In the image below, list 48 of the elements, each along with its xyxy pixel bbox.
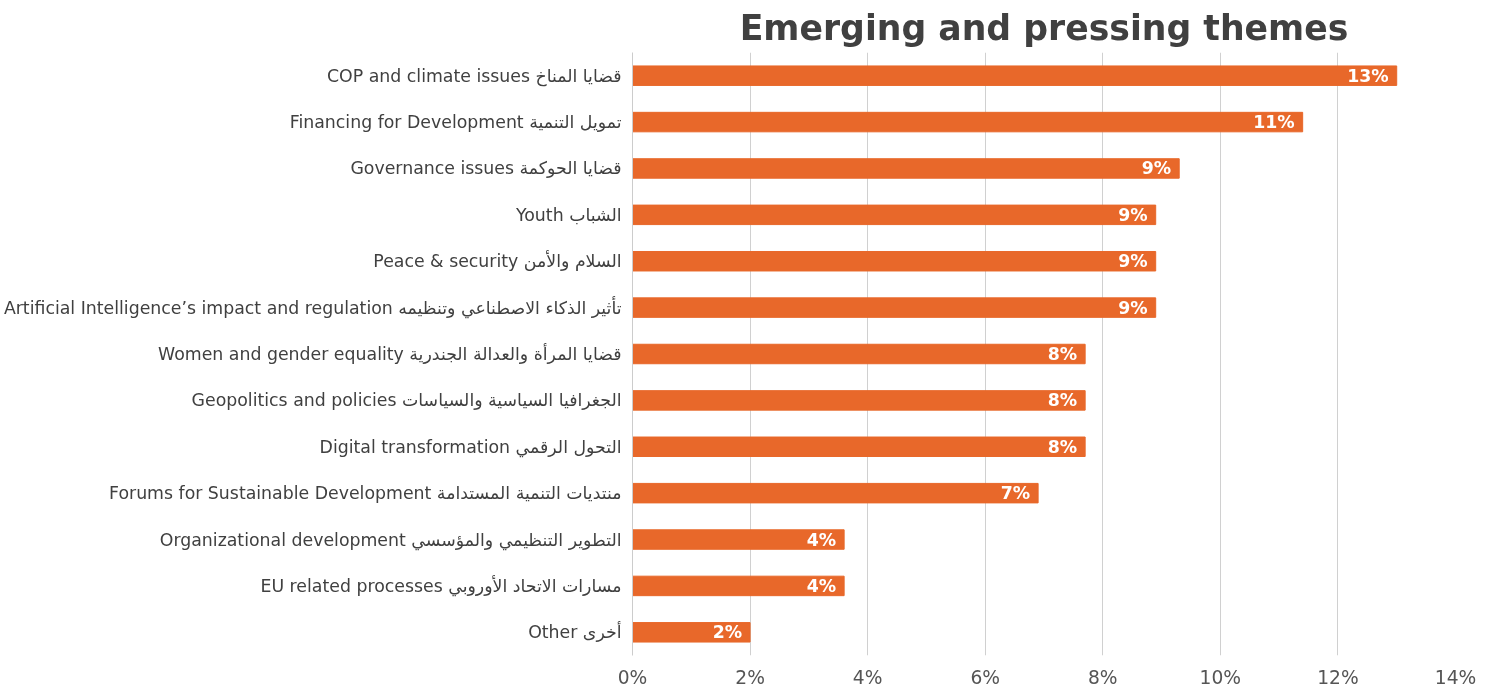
- bar: [632, 575, 845, 597]
- y-tick-label: Geopolitics and policies الجغرافيا السياسية والسياسات: [191, 390, 622, 411]
- data-label: 8%: [1047, 344, 1078, 364]
- data-label: 13%: [1347, 65, 1389, 86]
- y-tick-label: COP and climate issues قضايا المناخ: [327, 65, 622, 87]
- x-tick-label: 14%: [1434, 666, 1477, 688]
- y-tick-label: Peace & security السلام والأمن: [373, 250, 622, 272]
- x-tick-label: 6%: [970, 666, 1001, 688]
- bar: [632, 111, 1304, 133]
- bar: [632, 65, 1398, 86]
- bar: [632, 297, 1157, 318]
- x-tick-label: 4%: [852, 666, 883, 688]
- data-label: 9%: [1141, 158, 1172, 179]
- data-label: 9%: [1118, 204, 1148, 225]
- bar: [632, 343, 1086, 365]
- y-tick-label: Governance issues قضايا الحوكمة: [350, 158, 622, 179]
- y-tick-label: Women and gender equality قضايا المرأة والعدالة الجندرية: [158, 343, 622, 364]
- data-label: 8%: [1047, 390, 1078, 411]
- bar: [632, 482, 1039, 504]
- y-tick-label: Other أخرى: [528, 621, 622, 643]
- bar: [632, 204, 1157, 226]
- x-tick-label: 8%: [1087, 666, 1118, 688]
- bar: [632, 390, 1086, 411]
- chart-title: Emerging and pressing themes: [739, 7, 1349, 48]
- y-tick-label: Artificial Intelligence’s impact and regulation تأثير الذكاء الاصطناعي وتنظيمه: [3, 295, 622, 319]
- bar: [632, 158, 1180, 179]
- x-tick-label: 10%: [1199, 666, 1242, 688]
- bar: [632, 622, 751, 643]
- x-tick-label: 0%: [617, 666, 648, 688]
- data-label: 4%: [806, 575, 837, 596]
- data-label: 8%: [1047, 436, 1078, 457]
- y-tick-label: Organizational development التطوير التنظيمي والمؤسسي: [159, 529, 622, 551]
- y-tick-label: Forums for Sustainable Development منتديات التنمية المستدامة: [109, 483, 622, 504]
- data-label: 11%: [1253, 112, 1295, 133]
- data-label: 2%: [712, 622, 743, 643]
- bar: [632, 436, 1086, 458]
- x-tick-label: 12%: [1317, 666, 1359, 688]
- data-label: 7%: [1000, 483, 1031, 504]
- y-tick-label: Digital transformation التحول الرقمي: [319, 436, 622, 458]
- y-tick-label: Youth الشباب: [514, 204, 622, 225]
- data-label: 4%: [806, 529, 837, 550]
- x-tick-label: 2%: [735, 666, 765, 688]
- data-label: 9%: [1118, 251, 1148, 272]
- data-label: 9%: [1118, 297, 1148, 318]
- bar: [632, 250, 1157, 272]
- y-tick-label: Financing for Development تمويل التنمية: [289, 112, 622, 133]
- bar: [632, 529, 845, 550]
- y-tick-label: EU related processes مسارات الاتحاد الأوروبي: [260, 574, 622, 597]
